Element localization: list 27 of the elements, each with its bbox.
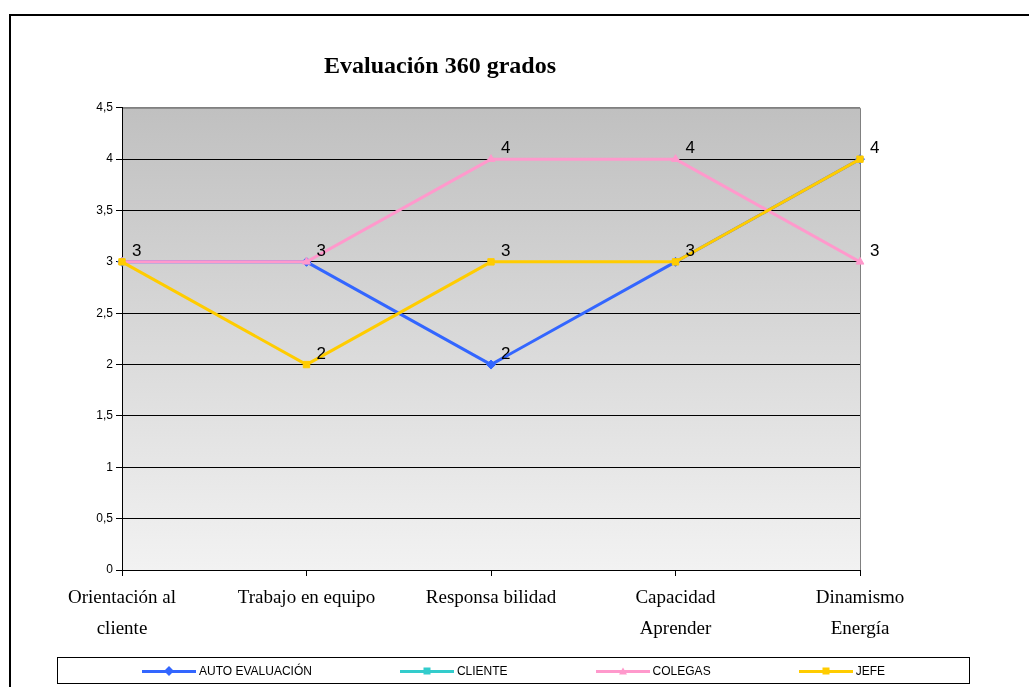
- x-tick-label: Responsa bilidad: [425, 586, 557, 608]
- x-tick-label: Trabajo en equipo: [237, 586, 376, 608]
- y-tick-label: 0: [106, 562, 114, 577]
- y-tick-label: 1: [106, 459, 114, 474]
- legend-label: COLEGAS: [652, 663, 711, 678]
- y-tick-label: 0,5: [96, 510, 114, 525]
- data-label: 3: [501, 241, 511, 261]
- data-label: 4: [501, 138, 511, 158]
- data-label: 3: [132, 241, 142, 261]
- y-tick-label: 4: [106, 151, 114, 166]
- x-tick-label: Capacidad Aprender: [635, 586, 717, 638]
- data-label: 4: [685, 138, 695, 158]
- legend-label: AUTO EVALUACIÓN: [199, 663, 312, 678]
- y-tick-label: 3,5: [96, 202, 114, 217]
- data-label: 3: [316, 241, 326, 261]
- y-tick-label: 3: [106, 254, 114, 269]
- y-tick-label: 4,5: [96, 100, 114, 115]
- legend-label: JEFE: [855, 663, 885, 678]
- data-label: 3: [870, 241, 880, 261]
- chart-title: Evaluación 360 grados: [323, 51, 557, 78]
- y-tick-label: 1,5: [96, 408, 114, 423]
- legend-label: CLIENTE: [456, 663, 508, 678]
- x-tick-label: Orientación al cliente: [67, 586, 177, 638]
- data-label: 4: [870, 138, 880, 158]
- y-tick-label: 2,5: [96, 305, 114, 320]
- y-tick-label: 2: [106, 356, 114, 371]
- x-tick-label: Dinamismo Energía: [815, 586, 905, 638]
